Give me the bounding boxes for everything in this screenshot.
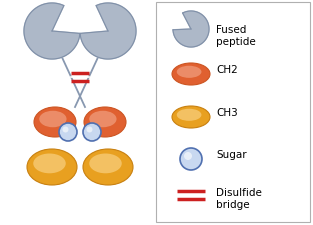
Polygon shape bbox=[80, 4, 136, 60]
Ellipse shape bbox=[89, 111, 116, 128]
Ellipse shape bbox=[177, 66, 202, 79]
Ellipse shape bbox=[39, 111, 67, 128]
Text: CH2: CH2 bbox=[216, 65, 238, 75]
Ellipse shape bbox=[172, 106, 210, 128]
Ellipse shape bbox=[89, 154, 122, 173]
Ellipse shape bbox=[34, 108, 76, 137]
Ellipse shape bbox=[83, 149, 133, 185]
Circle shape bbox=[83, 124, 101, 141]
Text: Fused
peptide: Fused peptide bbox=[216, 25, 256, 47]
Text: Sugar: Sugar bbox=[216, 149, 247, 159]
Text: Disulfide
bridge: Disulfide bridge bbox=[216, 187, 262, 209]
Ellipse shape bbox=[177, 109, 202, 121]
Circle shape bbox=[63, 127, 69, 133]
Circle shape bbox=[180, 148, 202, 170]
Polygon shape bbox=[24, 4, 80, 60]
Ellipse shape bbox=[172, 64, 210, 86]
Circle shape bbox=[59, 124, 77, 141]
Ellipse shape bbox=[84, 108, 126, 137]
Ellipse shape bbox=[33, 154, 66, 173]
Ellipse shape bbox=[27, 149, 77, 185]
FancyBboxPatch shape bbox=[156, 3, 310, 222]
Circle shape bbox=[86, 127, 93, 133]
Text: CH3: CH3 bbox=[216, 108, 238, 117]
Circle shape bbox=[184, 152, 192, 160]
Polygon shape bbox=[173, 12, 209, 48]
